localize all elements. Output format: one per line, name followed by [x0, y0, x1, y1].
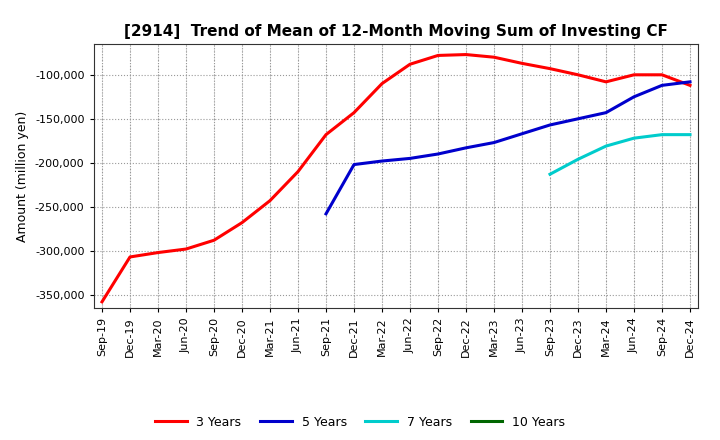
3 Years	[433, 53, 442, 58]
5 Years	[657, 83, 666, 88]
5 Years	[350, 162, 359, 167]
3 Years	[126, 254, 135, 260]
3 Years	[350, 110, 359, 115]
5 Years	[462, 145, 470, 150]
3 Years	[153, 250, 162, 255]
3 Years	[546, 66, 554, 71]
5 Years	[322, 211, 330, 216]
Legend: 3 Years, 5 Years, 7 Years, 10 Years: 3 Years, 5 Years, 7 Years, 10 Years	[150, 411, 570, 434]
5 Years	[490, 140, 498, 145]
3 Years	[181, 246, 190, 252]
5 Years	[546, 122, 554, 128]
3 Years	[378, 81, 387, 86]
3 Years	[405, 62, 414, 67]
Line: 5 Years: 5 Years	[326, 82, 690, 214]
5 Years	[685, 79, 694, 84]
3 Years	[630, 72, 639, 77]
7 Years	[630, 136, 639, 141]
7 Years	[574, 157, 582, 162]
3 Years	[657, 72, 666, 77]
3 Years	[238, 220, 246, 225]
3 Years	[518, 61, 526, 66]
7 Years	[657, 132, 666, 137]
5 Years	[518, 131, 526, 136]
3 Years	[490, 55, 498, 60]
Line: 3 Years: 3 Years	[102, 55, 690, 302]
3 Years	[210, 238, 218, 243]
3 Years	[98, 299, 107, 304]
3 Years	[574, 72, 582, 77]
5 Years	[630, 94, 639, 99]
3 Years	[602, 79, 611, 84]
3 Years	[322, 132, 330, 137]
7 Years	[685, 132, 694, 137]
Line: 7 Years: 7 Years	[550, 135, 690, 174]
Y-axis label: Amount (million yen): Amount (million yen)	[17, 110, 30, 242]
3 Years	[462, 52, 470, 57]
5 Years	[378, 158, 387, 164]
3 Years	[294, 169, 302, 174]
7 Years	[602, 143, 611, 149]
3 Years	[266, 198, 274, 203]
3 Years	[685, 83, 694, 88]
Title: [2914]  Trend of Mean of 12-Month Moving Sum of Investing CF: [2914] Trend of Mean of 12-Month Moving …	[124, 24, 668, 39]
5 Years	[405, 156, 414, 161]
5 Years	[433, 151, 442, 157]
7 Years	[546, 172, 554, 177]
5 Years	[574, 116, 582, 121]
5 Years	[602, 110, 611, 115]
